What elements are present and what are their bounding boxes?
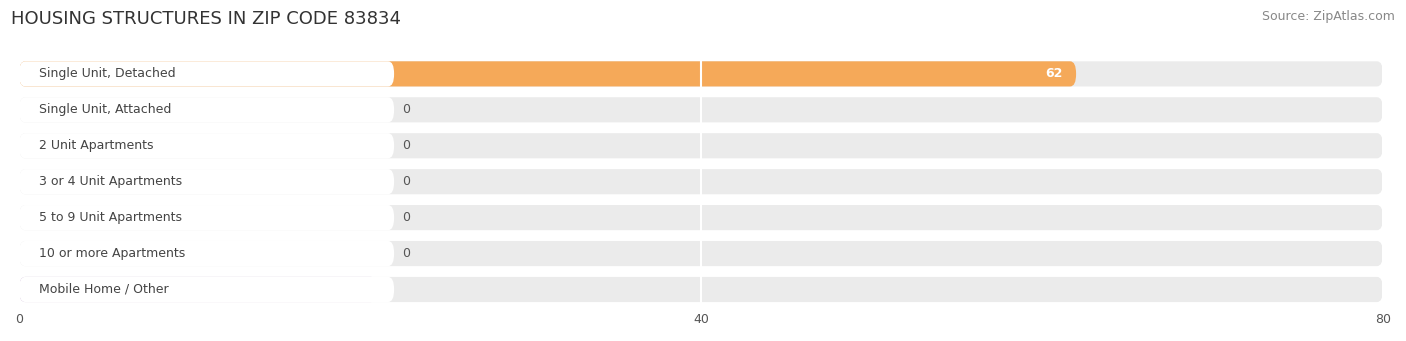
FancyBboxPatch shape [20,97,394,122]
Text: Mobile Home / Other: Mobile Home / Other [39,283,169,296]
FancyBboxPatch shape [20,133,1384,158]
Text: 0: 0 [402,247,411,260]
Text: 62: 62 [1045,68,1063,80]
FancyBboxPatch shape [20,277,394,302]
Text: 10 or more Apartments: 10 or more Apartments [39,247,186,260]
FancyBboxPatch shape [20,61,1384,87]
FancyBboxPatch shape [20,277,1384,302]
FancyBboxPatch shape [20,205,1384,230]
FancyBboxPatch shape [20,61,394,87]
FancyBboxPatch shape [20,169,1384,194]
FancyBboxPatch shape [20,205,394,230]
Text: 5 to 9 Unit Apartments: 5 to 9 Unit Apartments [39,211,183,224]
Text: HOUSING STRUCTURES IN ZIP CODE 83834: HOUSING STRUCTURES IN ZIP CODE 83834 [11,10,401,28]
Text: 0: 0 [402,139,411,152]
FancyBboxPatch shape [20,241,394,266]
Text: 3 or 4 Unit Apartments: 3 or 4 Unit Apartments [39,175,183,188]
Text: 0: 0 [402,211,411,224]
FancyBboxPatch shape [20,169,394,194]
FancyBboxPatch shape [20,241,1384,266]
FancyBboxPatch shape [20,277,377,302]
Text: Single Unit, Attached: Single Unit, Attached [39,103,172,116]
Text: Source: ZipAtlas.com: Source: ZipAtlas.com [1261,10,1395,23]
Text: Single Unit, Detached: Single Unit, Detached [39,68,176,80]
Text: 2 Unit Apartments: 2 Unit Apartments [39,139,155,152]
FancyBboxPatch shape [20,61,1076,87]
FancyBboxPatch shape [20,133,394,158]
Text: 0: 0 [402,175,411,188]
Text: 21: 21 [346,283,363,296]
FancyBboxPatch shape [20,97,1384,122]
Text: 0: 0 [402,103,411,116]
